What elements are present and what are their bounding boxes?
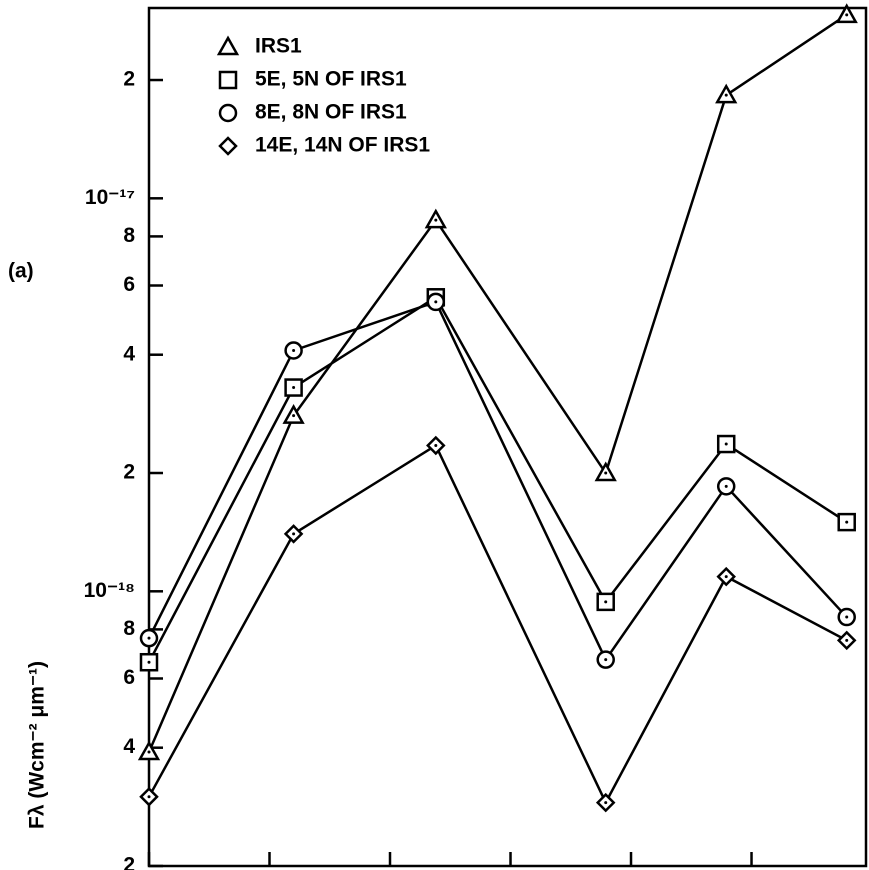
point-dot [292,414,296,418]
legend-marker [216,35,240,56]
point-dot [724,93,728,97]
point-dot [724,442,728,446]
point-dot [604,471,608,475]
point-dot [845,638,849,642]
y-tick-label: 10⁻¹⁷ [85,186,135,209]
y-tick-label: 6 [123,666,135,689]
legend-label: 14E, 14N OF IRS1 [255,134,430,157]
point-dot [434,443,438,447]
point-dot [292,532,296,536]
y-tick-label: 10⁻¹⁸ [84,579,135,602]
point-dot [724,575,728,579]
point-dot [147,795,151,799]
y-tick-label: 8 [123,617,135,640]
y-tick-label: 2 [123,854,135,870]
point-dot [845,615,849,619]
point-dot [724,484,728,488]
point-dot [604,658,608,662]
series-line [147,295,848,663]
legend-label: 5E, 5N OF IRS1 [255,68,407,91]
point-dot [845,13,849,17]
legend-marker [218,103,238,123]
point-dot [604,801,608,805]
y-tick-label: 4 [123,735,135,758]
point-dot [147,660,151,664]
series-line [147,443,848,806]
point-dot [147,636,151,640]
legend-label: IRS1 [255,35,302,58]
point-dot [845,520,849,524]
y-tick-label: 2 [123,68,135,91]
point-dot [434,300,438,304]
series-line [147,13,848,753]
point-dot [292,348,296,352]
annotation: (a) [8,260,34,283]
legend-label: 8E, 8N OF IRS1 [255,101,407,124]
y-tick-label: 6 [123,273,135,296]
legend-marker [218,136,238,156]
y-tick-label: 2 [123,461,135,484]
point-dot [434,218,438,222]
y-axis-label: Fλ (Wcm⁻² μm⁻¹) [26,661,49,829]
point-dot [292,386,296,390]
plot-frame [147,6,868,868]
legend-marker [218,70,238,90]
y-tick-label: 8 [123,224,135,247]
y-tick-label: 4 [123,342,135,365]
series-line [147,300,848,663]
point-dot [147,750,151,754]
point-dot [604,600,608,604]
